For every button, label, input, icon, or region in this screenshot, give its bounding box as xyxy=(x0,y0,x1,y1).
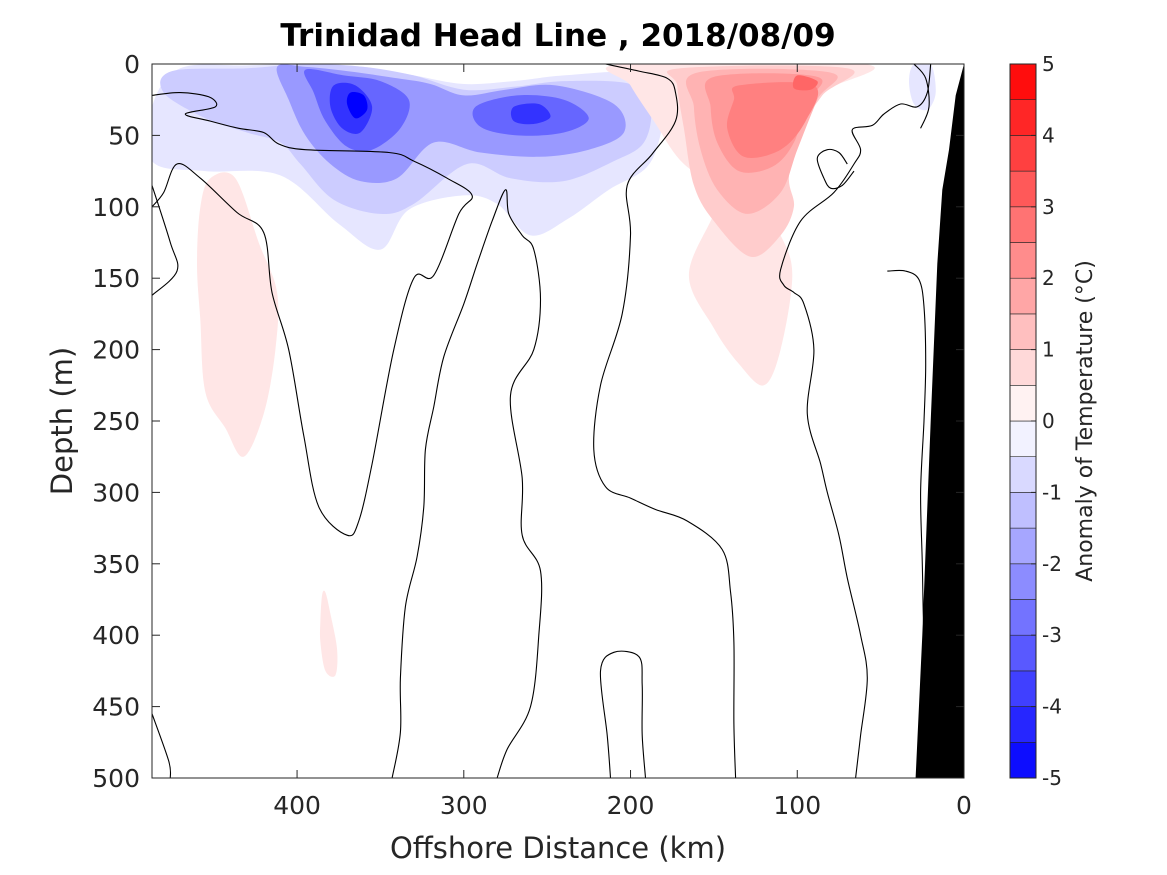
anomaly-region-warm-15 xyxy=(726,82,819,159)
colorbar-swatch xyxy=(1009,599,1037,636)
anomaly-region-warm-16 xyxy=(792,75,818,91)
y-tick-label: 500 xyxy=(92,764,140,793)
colorbar-tick-label: 2 xyxy=(1042,266,1055,290)
colorbar-label: Anomaly of Temperature (°C) xyxy=(1073,260,1098,582)
colorbar-swatch xyxy=(1009,99,1037,136)
zero-contour-5 xyxy=(593,64,737,778)
colorbar-swatch xyxy=(1009,741,1037,779)
colorbar-swatch xyxy=(1009,349,1037,386)
colorbar-tick-label: -4 xyxy=(1042,695,1062,719)
y-tick-label: 450 xyxy=(92,693,140,722)
zero-contour-6 xyxy=(779,64,932,778)
y-tick-label: 300 xyxy=(92,478,140,507)
y-axis-label: Depth (m) xyxy=(45,347,79,495)
colorbar-swatch xyxy=(1009,277,1037,315)
y-axis-ticks: 0 50 100 150 200 250 300 350 400 450 500 xyxy=(92,50,964,793)
colorbar-swatch xyxy=(1009,563,1037,600)
zero-contour-8 xyxy=(816,148,855,190)
y-tick-label: 100 xyxy=(92,193,140,222)
anomaly-region-warm-0 xyxy=(197,172,279,457)
x-axis-label: Offshore Distance (km) xyxy=(390,831,726,865)
x-tick-label: 0 xyxy=(956,791,972,820)
colorbar-tick-label: -2 xyxy=(1042,552,1062,576)
y-tick-label: 250 xyxy=(92,407,140,436)
x-tick-label: 100 xyxy=(773,791,821,820)
colorbar-swatch xyxy=(1009,420,1037,458)
colorbar-swatch xyxy=(1009,384,1037,422)
colorbar-tick-label: 4 xyxy=(1042,123,1055,147)
zero-contour-7 xyxy=(887,269,932,778)
y-tick-label: 50 xyxy=(108,121,140,150)
y-tick-label: 150 xyxy=(92,264,140,293)
zero-contour-2 xyxy=(152,713,172,778)
y-tick-label: 400 xyxy=(92,621,140,650)
contour-plot xyxy=(152,64,964,778)
colorbar-swatch xyxy=(1009,206,1037,243)
colorbar-swatch xyxy=(1009,634,1037,672)
colorbar-tick-label: -3 xyxy=(1042,623,1062,647)
zero-contour-0 xyxy=(152,92,473,537)
anomaly-fills xyxy=(152,64,936,677)
x-tick-label: 300 xyxy=(440,791,488,820)
zero-contours xyxy=(152,64,932,778)
x-axis-ticks: 400 300 200 100 0 xyxy=(273,64,972,820)
colorbar-tick-label: 5 xyxy=(1042,52,1055,76)
zero-contour-9 xyxy=(913,64,930,129)
zero-contour-4 xyxy=(599,650,647,778)
colorbar-tick-label: 3 xyxy=(1042,195,1055,219)
anomaly-region-cold-8 xyxy=(510,103,551,125)
anomaly-region-cold-9 xyxy=(346,92,368,119)
colorbar-swatch xyxy=(1009,706,1037,743)
colorbar-swatch xyxy=(1009,242,1037,279)
colorbar-tick-label: -5 xyxy=(1042,766,1062,790)
colorbar-tick-label: 0 xyxy=(1042,409,1055,433)
anomaly-region-warm-1 xyxy=(319,590,338,677)
y-tick-label: 200 xyxy=(92,336,140,365)
colorbar-ticks: 5 4 3 2 1 0 -1 -2 -3 -4 -5 xyxy=(1031,52,1062,790)
colorbar-swatch xyxy=(1009,135,1037,172)
colorbar-swatch xyxy=(1009,456,1037,493)
y-tick-label: 0 xyxy=(124,50,140,79)
colorbar-swatch xyxy=(1009,492,1037,529)
colorbar-tick-label: 1 xyxy=(1042,338,1055,362)
zero-contour-3 xyxy=(391,189,543,778)
chart-title: Trinidad Head Line , 2018/08/09 xyxy=(280,18,835,54)
colorbar-tick-label: -1 xyxy=(1042,480,1062,504)
x-tick-label: 200 xyxy=(607,791,655,820)
colorbar-swatch xyxy=(1009,527,1037,565)
x-tick-label: 400 xyxy=(273,791,321,820)
colorbar-swatch xyxy=(1009,670,1037,707)
land-polygon xyxy=(915,64,964,778)
colorbar-swatch xyxy=(1009,63,1037,101)
y-tick-label: 350 xyxy=(92,550,140,579)
colorbar-swatch xyxy=(1009,170,1037,208)
zero-contour-1 xyxy=(152,185,179,296)
colorbar-swatch xyxy=(1009,313,1037,350)
land-mask xyxy=(915,64,964,778)
